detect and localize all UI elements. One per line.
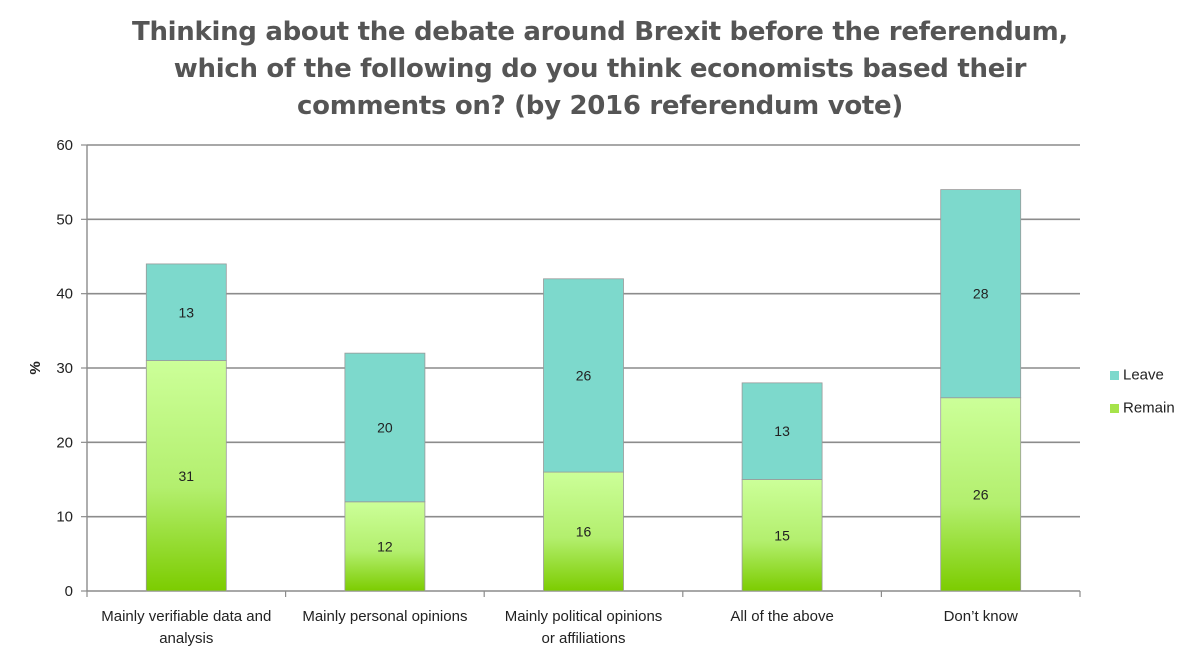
y-tick-label: 10	[56, 509, 73, 526]
labels: 0 10 20 30 40 50 60% 31 13 Mainly verifiable data…	[27, 137, 1018, 647]
data-label-leave: 26	[576, 367, 592, 383]
data-label-remain: 31	[179, 468, 195, 484]
data-label-leave: 13	[774, 423, 790, 439]
legend-item-remain: Remain	[1110, 399, 1175, 417]
chart-title: Thinking about the debate around Brexit …	[132, 17, 1068, 121]
bar-leave	[344, 352, 426, 503]
bar-leave	[940, 189, 1022, 399]
bar-leave	[543, 278, 624, 473]
y-tick-label: 20	[56, 434, 73, 451]
x-category-label: Mainly verifiable data and analysis	[101, 608, 271, 647]
y-tick-label: 40	[56, 286, 73, 303]
bar-remain	[741, 479, 823, 592]
bar-remain	[344, 501, 426, 592]
y-tick-label: 30	[56, 360, 73, 377]
data-label-remain: 15	[774, 527, 790, 543]
y-tick-label: 60	[56, 137, 73, 154]
data-label-leave: 28	[973, 286, 989, 302]
legend-swatch-leave	[1110, 370, 1119, 380]
data-label-leave: 20	[377, 419, 393, 435]
x-category-label: All of the above	[730, 608, 833, 625]
y-axis-label: %	[27, 361, 44, 374]
y-tick-label: 50	[56, 211, 73, 228]
bar-remain	[145, 360, 227, 592]
x-category-label: Mainly personal opinions	[302, 608, 467, 625]
data-label-leave: 13	[179, 304, 195, 320]
bars	[145, 189, 1022, 592]
data-label-remain: 16	[576, 524, 592, 540]
data-label-remain: 26	[973, 486, 989, 502]
x-category-label: Don’t know	[944, 608, 1018, 625]
x-category-label: Mainly political opinions or affiliations	[505, 608, 663, 647]
bar-remain	[940, 397, 1022, 592]
legend-label-remain: Remain	[1123, 399, 1175, 417]
bar-remain	[543, 471, 624, 592]
bar-leave	[741, 382, 823, 480]
legend-label-leave: Leave	[1123, 366, 1164, 384]
data-label-remain: 12	[377, 538, 393, 554]
bar-leave	[145, 263, 227, 361]
legend-swatch-remain	[1110, 403, 1119, 413]
legend-item-leave: Leave	[1110, 366, 1164, 384]
y-tick-label: 0	[65, 583, 73, 600]
